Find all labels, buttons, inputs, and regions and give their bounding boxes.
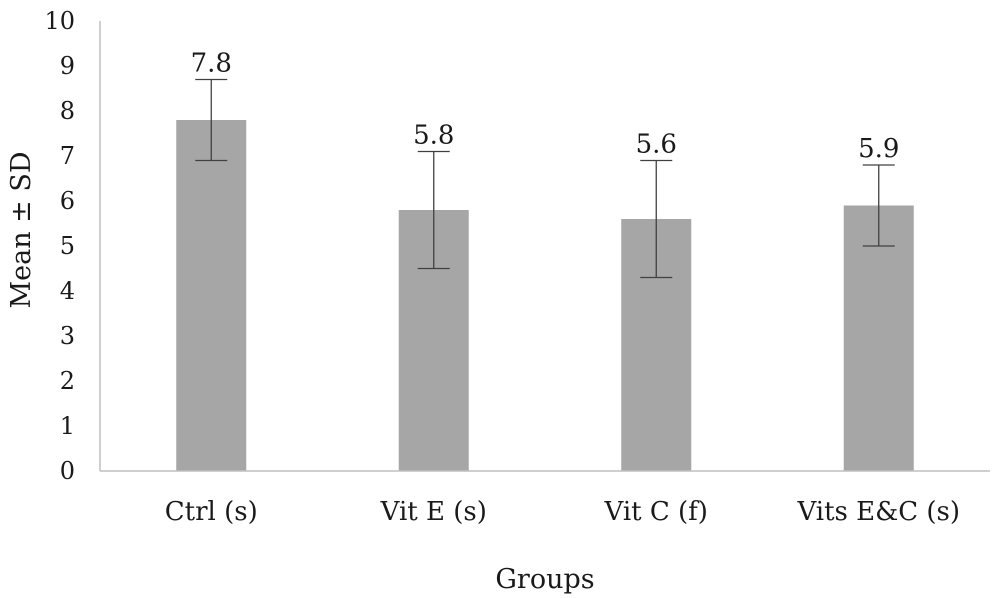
x-category-label: Vit E (s) bbox=[380, 497, 487, 527]
y-tick-label: 10 bbox=[44, 7, 75, 35]
error-bar bbox=[417, 150, 450, 270]
y-tick-label: 0 bbox=[60, 457, 75, 485]
y-axis-ticks: 0 1 2 3 4 5 6 7 8 9 10 bbox=[44, 7, 75, 485]
y-tick-label: 2 bbox=[60, 367, 75, 395]
x-axis-categories: Ctrl (s) Vit E (s) Vit C (f) Vits E&C (s) bbox=[165, 497, 960, 527]
data-label: 5.8 bbox=[413, 121, 454, 151]
data-label: 5.6 bbox=[636, 130, 677, 160]
x-category-label: Vit C (f) bbox=[604, 497, 708, 527]
error-bar bbox=[862, 164, 895, 247]
y-tick-label: 7 bbox=[60, 142, 75, 170]
bar bbox=[843, 205, 914, 471]
y-tick-label: 6 bbox=[60, 187, 75, 215]
data-label: 5.9 bbox=[858, 134, 899, 164]
bars-group bbox=[176, 120, 914, 471]
y-tick-label: 3 bbox=[60, 322, 75, 350]
y-tick-label: 4 bbox=[60, 277, 75, 305]
x-category-label: Ctrl (s) bbox=[165, 497, 258, 527]
y-tick-label: 5 bbox=[60, 232, 75, 260]
y-tick-label: 1 bbox=[60, 412, 75, 440]
bar bbox=[176, 120, 247, 471]
y-axis-title: Mean ± SD bbox=[6, 151, 37, 308]
x-category-label: Vits E&C (s) bbox=[796, 497, 960, 527]
x-axis-title: Groups bbox=[495, 564, 594, 595]
error-bar bbox=[195, 78, 228, 162]
y-tick-label: 9 bbox=[60, 52, 75, 80]
data-labels-group: 7.8 5.8 5.6 5.9 bbox=[191, 49, 900, 165]
error-bar bbox=[640, 159, 673, 279]
data-label: 7.8 bbox=[191, 49, 232, 79]
error-bars-group bbox=[195, 78, 895, 279]
y-tick-label: 8 bbox=[60, 97, 75, 125]
